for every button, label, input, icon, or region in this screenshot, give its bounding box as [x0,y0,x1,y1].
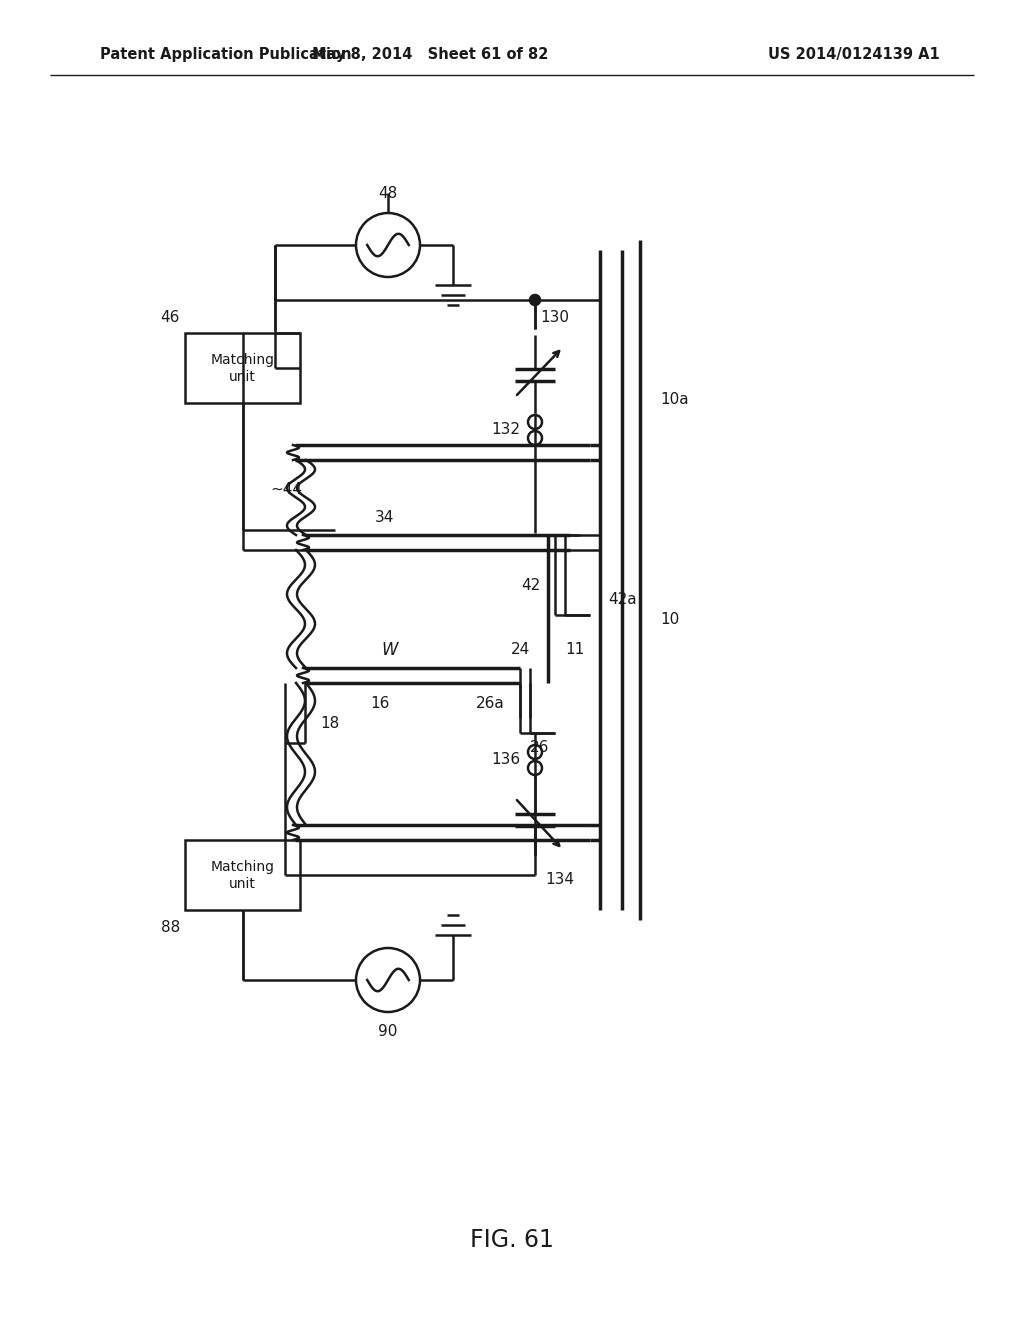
Text: 48: 48 [379,186,397,201]
Text: ~44: ~44 [270,483,302,498]
Text: 26a: 26a [476,696,505,710]
Text: FIG. 61: FIG. 61 [470,1228,554,1251]
Circle shape [530,294,540,305]
Text: 134: 134 [545,873,574,887]
Text: Patent Application Publication: Patent Application Publication [100,48,351,62]
Text: 130: 130 [540,309,569,325]
Text: 42: 42 [521,578,540,593]
Text: 10a: 10a [660,392,688,408]
Text: unit: unit [229,370,256,384]
Text: 136: 136 [490,752,520,767]
Text: 132: 132 [490,422,520,437]
Text: 34: 34 [376,510,394,524]
Text: Matching: Matching [211,861,274,874]
Text: 10: 10 [660,612,679,627]
Text: 90: 90 [378,1024,397,1040]
Bar [185,333,300,403]
Text: 42a: 42a [608,593,637,607]
Text: 11: 11 [565,643,585,657]
Text: US 2014/0124139 A1: US 2014/0124139 A1 [768,48,940,62]
Text: 88: 88 [161,920,180,936]
Text: 46: 46 [161,310,180,326]
Text: W: W [382,642,398,659]
Text: May 8, 2014   Sheet 61 of 82: May 8, 2014 Sheet 61 of 82 [312,48,548,62]
Text: 24: 24 [510,643,529,657]
Bar [185,840,300,909]
Text: 18: 18 [321,715,340,730]
Text: 26: 26 [530,741,550,755]
Text: unit: unit [229,876,256,891]
Text: Matching: Matching [211,352,274,367]
Text: 16: 16 [371,696,390,710]
